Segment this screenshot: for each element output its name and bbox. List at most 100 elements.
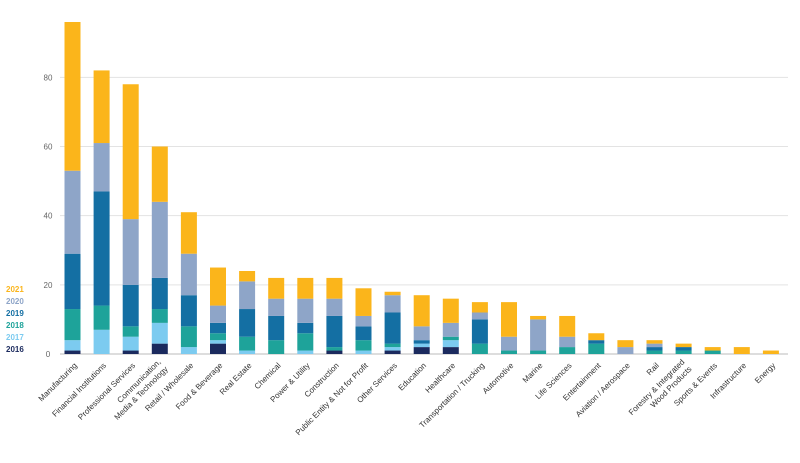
bar-segment — [210, 267, 226, 306]
x-tick-label: Aviation / Aerospace — [574, 361, 632, 419]
bar-segment — [530, 315, 547, 320]
bar-segment — [384, 347, 401, 351]
bar-segment — [617, 340, 634, 348]
y-tick-label: 20 — [44, 281, 53, 290]
bar-segment — [530, 319, 547, 351]
bar-segment — [413, 326, 430, 341]
bar-segment — [268, 340, 285, 354]
bar-segment — [442, 340, 459, 348]
bar-segment — [355, 350, 372, 354]
bar-segment — [384, 291, 401, 296]
x-tick-label: Energy — [753, 361, 777, 385]
x-tick-label: Chemical — [253, 361, 283, 391]
bar-segment — [326, 350, 343, 354]
bar-segment — [675, 350, 692, 354]
legend-entry-2018: 2018 — [6, 321, 24, 330]
bar-segment — [210, 333, 226, 341]
bar-segment — [93, 143, 110, 192]
bar-segment — [268, 315, 285, 341]
bar-segment — [239, 309, 256, 337]
bars — [64, 22, 779, 354]
bar-segment — [471, 302, 488, 313]
bar-segment — [646, 350, 663, 354]
legend-entry-2017: 2017 — [6, 333, 24, 342]
bar-segment — [471, 312, 488, 320]
bar-segment — [268, 277, 285, 299]
bar-segment — [442, 298, 459, 323]
bar-segment — [704, 350, 721, 354]
bar-segment — [210, 343, 226, 354]
bar-segment — [180, 295, 197, 327]
legend-entry-2016: 2016 — [6, 345, 24, 354]
bar-segment — [122, 284, 139, 327]
bar-segment — [646, 347, 663, 351]
y-tick-label: 60 — [44, 143, 53, 152]
bar-segment — [122, 219, 139, 285]
bar-segment — [413, 343, 430, 348]
bar-segment — [355, 315, 372, 327]
bar-segment — [268, 298, 285, 316]
bar-segment — [355, 288, 372, 316]
bar-segment — [588, 343, 605, 354]
bar-segment — [297, 333, 314, 351]
bar-segment — [64, 22, 81, 171]
bar-segment — [413, 295, 430, 327]
bar-segment — [355, 340, 372, 351]
x-tick-label: Real Estate — [218, 361, 254, 397]
bar-segment — [326, 277, 343, 299]
bar-segment — [413, 347, 430, 354]
bar-segment — [210, 340, 226, 344]
bar-segment — [210, 322, 226, 334]
bar-segment — [501, 350, 517, 354]
bar-segment — [442, 322, 459, 337]
bar-segment — [180, 212, 197, 254]
bar-segment — [501, 302, 517, 337]
bar-segment — [384, 343, 401, 348]
y-tick-label: 80 — [44, 73, 53, 82]
bar-segment — [762, 350, 779, 354]
bar-segment — [64, 350, 81, 354]
bar-segment — [297, 322, 314, 334]
bar-segment — [151, 322, 168, 344]
bar-segment — [64, 170, 81, 254]
bar-segment — [326, 315, 343, 348]
bar-segment — [239, 350, 256, 354]
bar-segment — [151, 309, 168, 323]
bar-segment — [559, 336, 576, 348]
bar-segment — [210, 305, 226, 323]
bar-segment — [559, 347, 576, 354]
bar-segment — [675, 347, 692, 351]
bar-segment — [180, 347, 197, 354]
bar-segment — [64, 309, 81, 341]
bar-segment — [297, 298, 314, 323]
x-tick-label: Marine — [521, 361, 545, 385]
bar-segment — [704, 347, 721, 351]
bar-segment — [297, 277, 314, 299]
bar-segment — [588, 340, 605, 344]
y-tick-label: 0 — [46, 350, 51, 359]
bar-segment — [239, 336, 256, 351]
bar-segment — [384, 312, 401, 344]
bar-segment — [471, 343, 488, 354]
bar-segment — [151, 201, 168, 278]
bar-segment — [93, 191, 110, 306]
bar-segment — [530, 350, 547, 354]
bar-segment — [239, 271, 256, 282]
bar-segment — [239, 281, 256, 310]
bar-segment — [384, 350, 401, 354]
bar-segment — [617, 347, 634, 354]
y-tick-label: 40 — [44, 212, 53, 221]
bar-segment — [588, 333, 605, 341]
bar-segment — [151, 146, 168, 202]
bar-segment — [646, 340, 663, 344]
y-axis-ticks: 0 20 40 60 80 — [44, 73, 53, 359]
bar-segment — [151, 343, 168, 354]
bar-segment — [413, 340, 430, 344]
bar-segment — [122, 326, 139, 337]
bar-segment — [180, 253, 197, 296]
bar-segment — [355, 326, 372, 341]
legend-entry-2020: 2020 — [6, 297, 24, 306]
bar-segment — [501, 336, 517, 351]
